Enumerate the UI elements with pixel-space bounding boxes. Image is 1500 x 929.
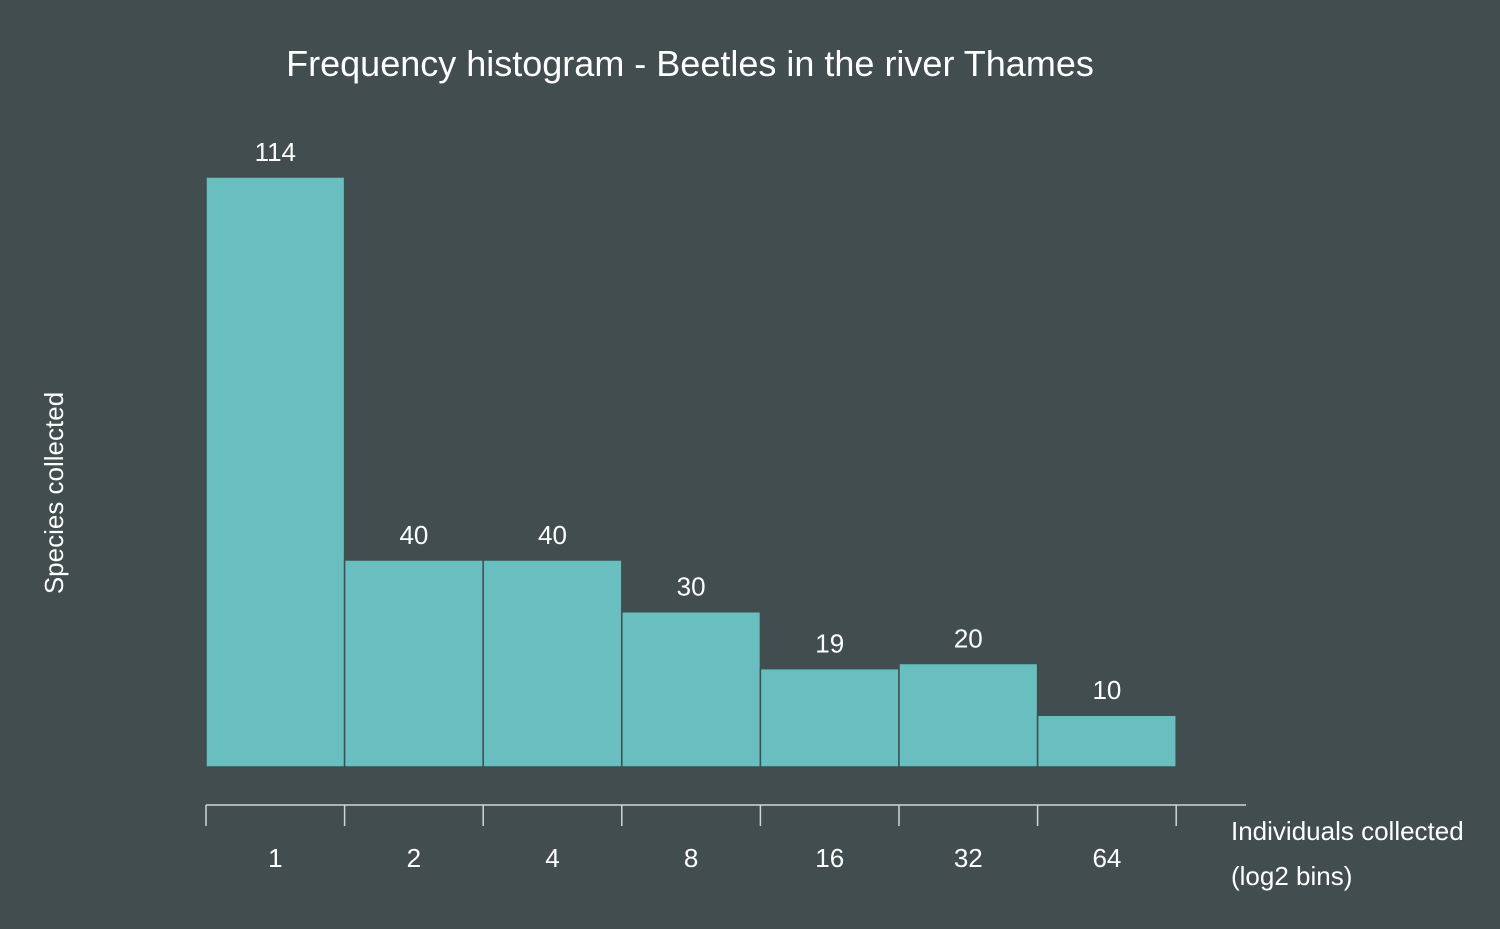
x-ticks-group	[205, 805, 1177, 826]
x-tick-label-1: 1	[268, 843, 282, 873]
y-axis-title: Species collected	[39, 392, 69, 594]
x-tick-label-2: 2	[407, 843, 421, 873]
bar-4	[482, 559, 623, 768]
x-axis-title-subtitle: (log2 bins)	[1231, 861, 1352, 891]
bar-32	[898, 662, 1039, 768]
value-label-4: 40	[538, 520, 567, 550]
bar-1	[205, 176, 346, 768]
x-axis-title: Individuals collected	[1231, 816, 1464, 846]
value-labels-group: 114 40 40 30 19 20 10	[255, 137, 1122, 705]
bar-16	[759, 667, 900, 768]
chart-title: Frequency histogram - Beetles in the riv…	[286, 43, 1094, 84]
value-label-2: 40	[399, 520, 428, 550]
x-tick-label-4: 4	[545, 843, 559, 873]
x-tick-label-8: 8	[684, 843, 698, 873]
value-label-8: 30	[677, 572, 706, 602]
value-label-64: 10	[1092, 675, 1121, 705]
x-tick-label-16: 16	[815, 843, 844, 873]
x-tick-label-32: 32	[954, 843, 983, 873]
bar-8	[621, 610, 762, 768]
bars-group	[205, 176, 1177, 768]
x-tick-label-64: 64	[1092, 843, 1121, 873]
value-label-32: 20	[954, 623, 983, 653]
x-tick-labels-group: 1 2 4 8 16 32 64	[268, 843, 1121, 873]
bar-2	[343, 559, 484, 768]
value-label-1: 114	[255, 137, 296, 167]
bar-64	[1036, 714, 1177, 768]
value-label-16: 19	[815, 629, 844, 659]
